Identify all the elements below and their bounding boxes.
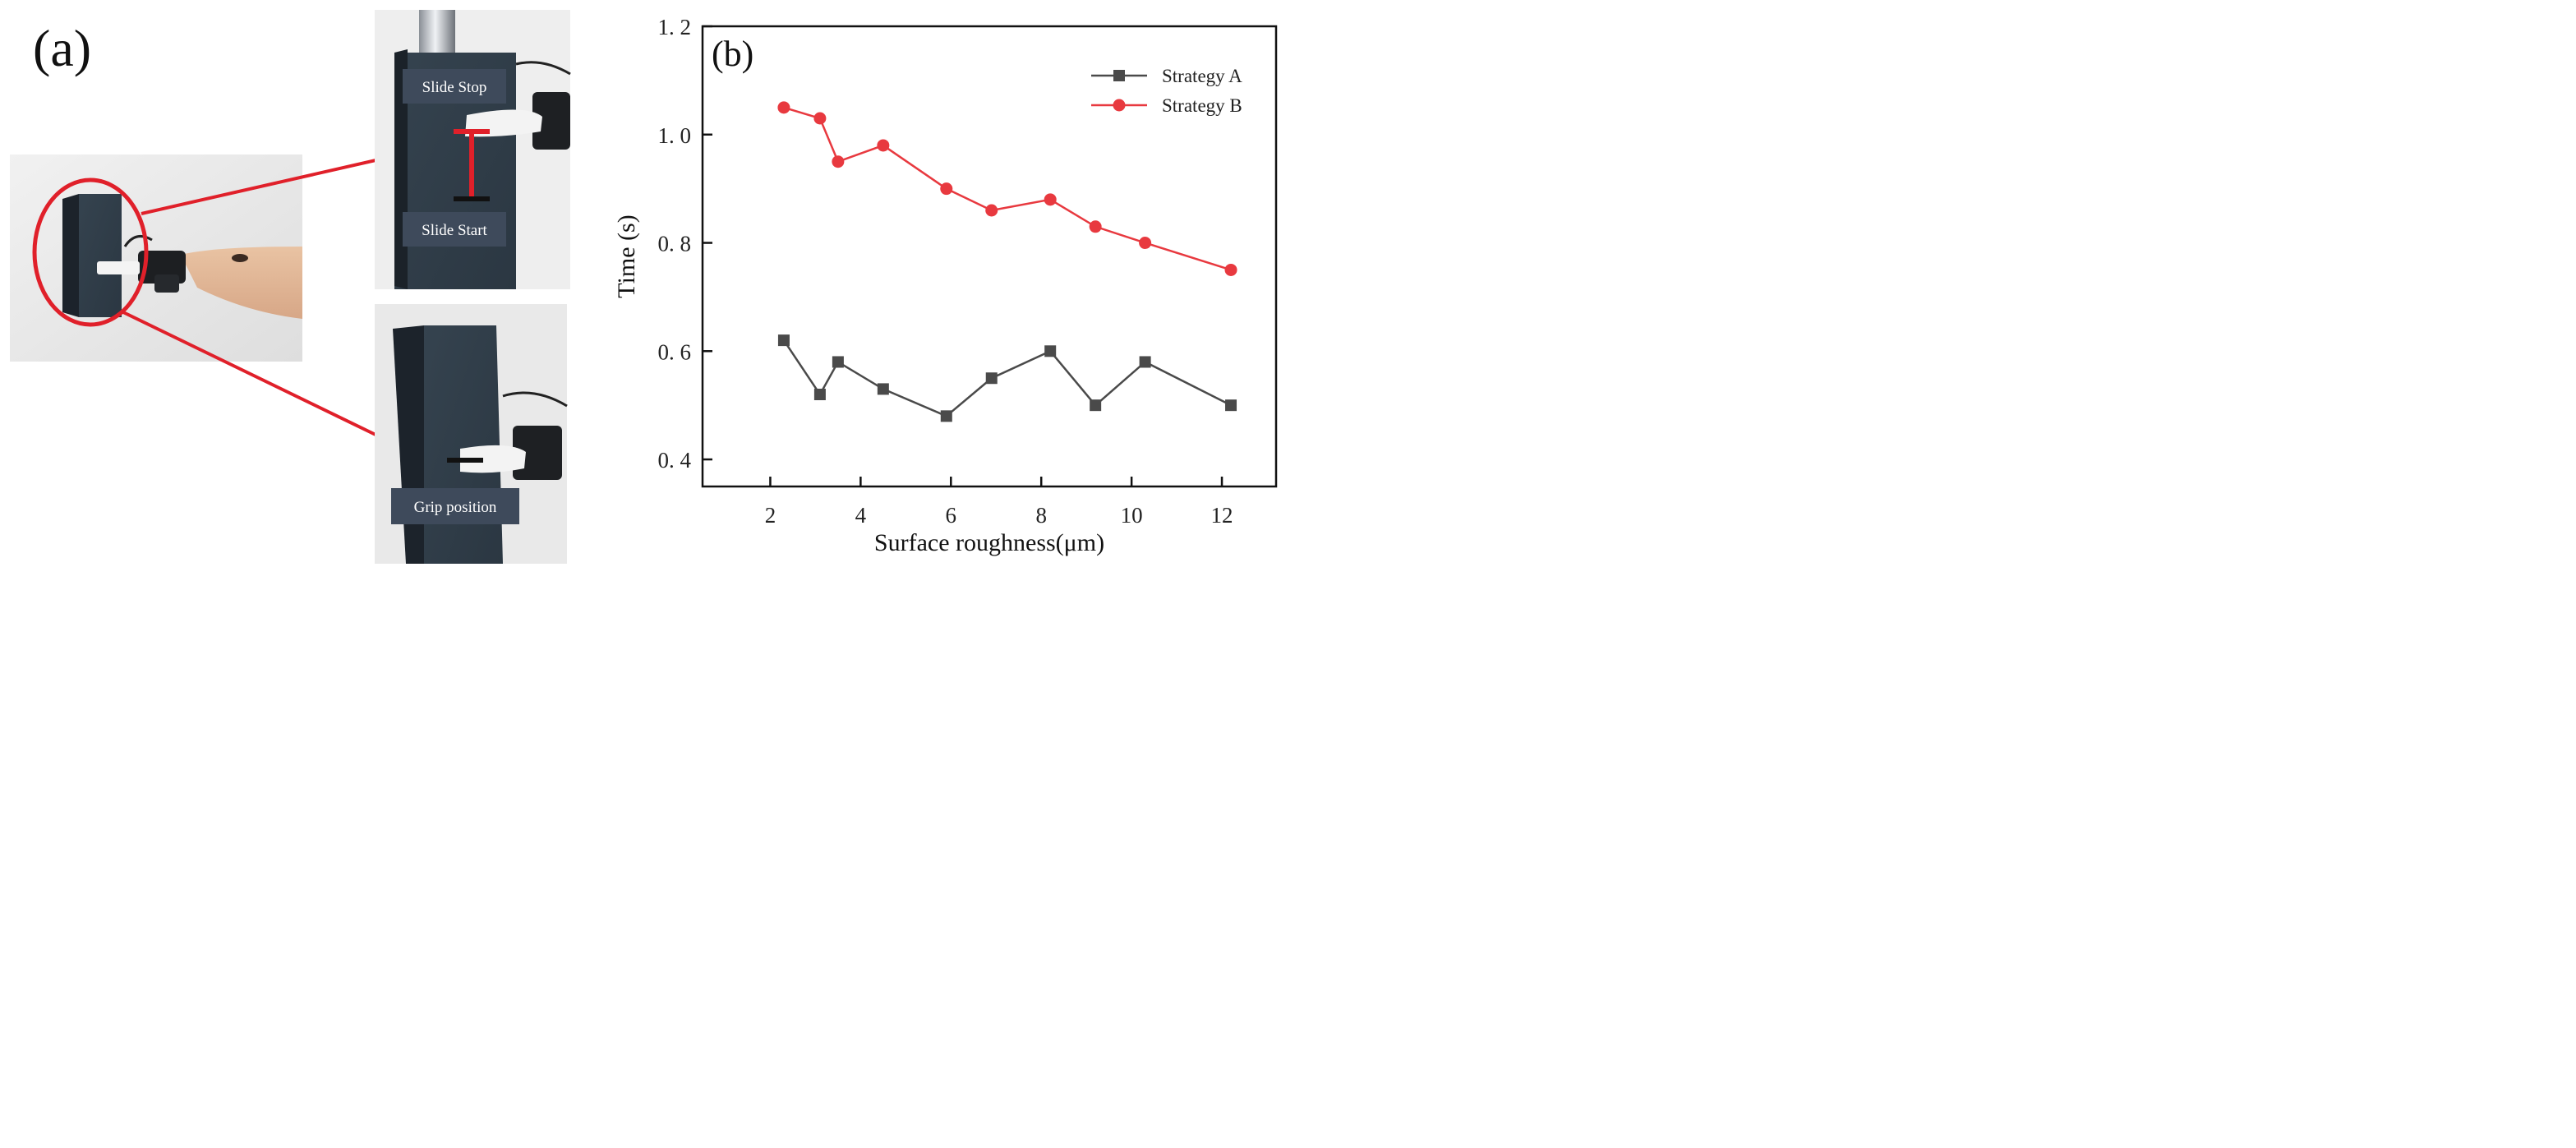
y-tick-label: 0. 6 — [658, 339, 692, 364]
plot-frame — [701, 25, 1278, 488]
series-line — [783, 106, 1232, 271]
series-line — [782, 339, 1232, 417]
data-point — [832, 155, 845, 168]
data-point — [940, 410, 952, 422]
panel-a-label: (a) — [33, 19, 91, 77]
data-point — [777, 101, 790, 114]
connector-line-bottom — [122, 311, 402, 449]
data-point — [777, 334, 790, 347]
x-tick-label: 4 — [855, 503, 867, 528]
data-point — [832, 356, 844, 368]
y-tick-label: 0. 8 — [658, 232, 692, 256]
grip-photo: Grip position — [375, 304, 568, 564]
y-tick-label: 1. 0 — [658, 123, 692, 148]
data-point — [1225, 399, 1237, 412]
y-axis-label: Time (s) — [613, 214, 640, 297]
connector-line-top — [141, 153, 402, 215]
data-point — [985, 372, 998, 385]
line-chart: (b) 2 4 6 8 10 12 0. 4 0. 6 0. 8 1. 0 1. 2 Strateg… — [613, 15, 1278, 556]
data-point — [1089, 220, 1102, 233]
series-strategy-a — [777, 334, 1237, 422]
data-point — [985, 204, 998, 217]
slide-start-label: Slide Start — [422, 222, 487, 239]
x-tick-label: 10 — [1121, 503, 1143, 528]
x-tick-label: 6 — [946, 503, 957, 528]
legend: Strategy A Strategy B — [1091, 66, 1242, 116]
data-point — [1044, 345, 1057, 357]
legend-marker — [1113, 70, 1125, 81]
data-point — [1090, 399, 1102, 412]
series-strategy-b — [777, 101, 1237, 276]
highlight-ellipse — [32, 178, 149, 327]
data-point — [940, 182, 953, 196]
grip-position-label: Grip position — [414, 499, 497, 516]
x-tick-label: 8 — [1035, 503, 1047, 528]
data-point — [1044, 193, 1057, 206]
y-tick-label: 1. 2 — [658, 15, 692, 39]
data-point — [1224, 263, 1237, 276]
panel-a: (a) — [10, 10, 571, 564]
data-point — [1139, 237, 1152, 250]
panel-b-label: (b) — [712, 34, 753, 74]
legend-label: Strategy A — [1162, 66, 1242, 86]
legend-label: Strategy B — [1162, 95, 1242, 116]
x-axis-label: Surface roughness(μm) — [874, 529, 1104, 556]
data-point — [877, 139, 890, 152]
data-point — [813, 112, 827, 125]
data-point — [877, 383, 889, 395]
legend-marker — [1113, 99, 1126, 112]
data-point — [1139, 356, 1151, 368]
x-tick-label: 2 — [765, 503, 776, 528]
data-point — [813, 389, 826, 400]
y-tick-label: 0. 4 — [658, 448, 692, 473]
slide-photo: Slide Stop Slide Start — [375, 10, 571, 289]
x-tick-label: 12 — [1211, 503, 1233, 528]
slide-stop-label: Slide Stop — [422, 79, 487, 96]
